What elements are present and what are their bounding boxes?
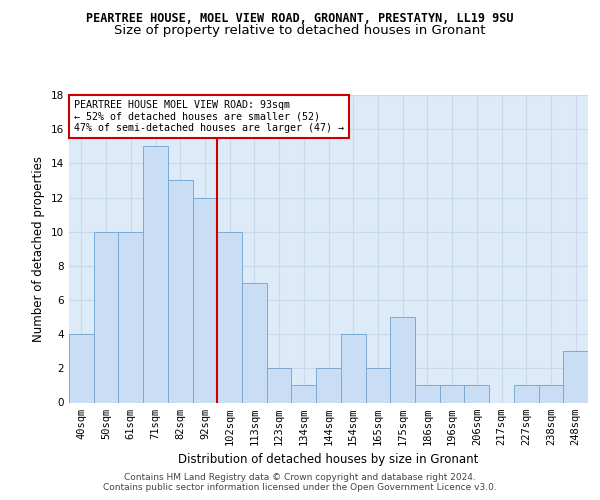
Bar [242,283,267,403]
Bar [69,334,94,402]
Bar [316,368,341,402]
Text: Contains HM Land Registry data © Crown copyright and database right 2024.
Contai: Contains HM Land Registry data © Crown c… [103,473,497,492]
Bar [365,368,390,402]
Text: PEARTREE HOUSE, MOEL VIEW ROAD, GRONANT, PRESTATYN, LL19 9SU: PEARTREE HOUSE, MOEL VIEW ROAD, GRONANT,… [86,12,514,26]
Bar [390,317,415,402]
Bar [440,386,464,402]
Text: Size of property relative to detached houses in Gronant: Size of property relative to detached ho… [114,24,486,37]
Bar [514,386,539,402]
Text: PEARTREE HOUSE MOEL VIEW ROAD: 93sqm
← 52% of detached houses are smaller (52)
4: PEARTREE HOUSE MOEL VIEW ROAD: 93sqm ← 5… [74,100,344,133]
Bar [143,146,168,403]
Bar [464,386,489,402]
Bar [292,386,316,402]
Bar [217,232,242,402]
Bar [118,232,143,402]
Bar [563,351,588,403]
Bar [539,386,563,402]
Bar [94,232,118,402]
Bar [415,386,440,402]
Y-axis label: Number of detached properties: Number of detached properties [32,156,46,342]
Bar [341,334,365,402]
Bar [267,368,292,402]
X-axis label: Distribution of detached houses by size in Gronant: Distribution of detached houses by size … [178,453,479,466]
Bar [168,180,193,402]
Bar [193,198,217,402]
